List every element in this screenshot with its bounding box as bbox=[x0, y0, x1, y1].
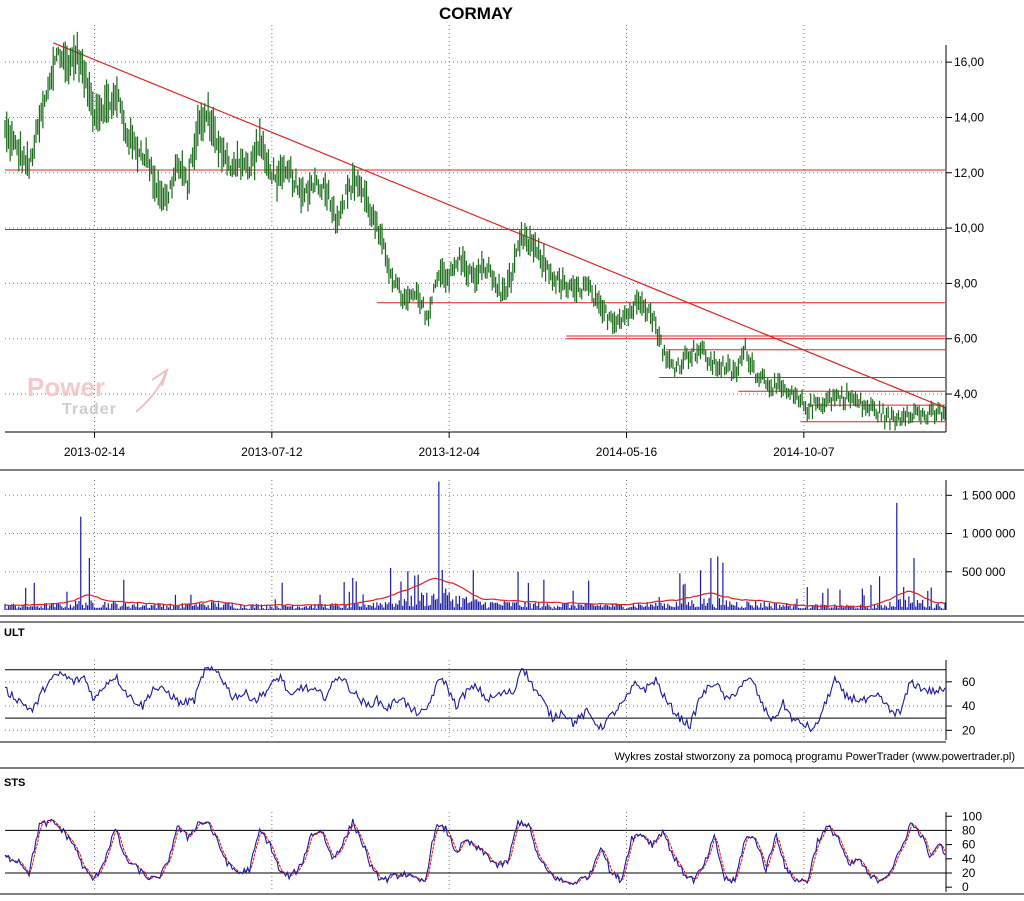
ult-pane-label: ULT bbox=[4, 627, 25, 639]
volume-average-line bbox=[4, 577, 946, 608]
price-y-tick-label: 4,00 bbox=[954, 387, 978, 401]
ult-line bbox=[4, 665, 946, 733]
chart-title: CORMAY bbox=[439, 4, 514, 23]
sts-y-tick-label: 80 bbox=[962, 823, 976, 837]
sts-y-tick-label: 40 bbox=[962, 852, 976, 866]
price-y-tick-label: 16,00 bbox=[954, 55, 984, 69]
sts-y-tick-label: 0 bbox=[962, 880, 969, 894]
sts-y-tick-label: 60 bbox=[962, 838, 976, 852]
price-pane: 2013-02-14 2013-07-12 2013-12-04 2014-05-16… bbox=[4, 25, 984, 892]
ult-y-tick-label: 60 bbox=[962, 675, 976, 689]
price-y-tick-label: 14,00 bbox=[954, 110, 984, 124]
price-y-tick-label: 6,00 bbox=[954, 332, 978, 346]
x-tick-label: 2013-02-14 bbox=[64, 445, 126, 459]
price-y-tick-label: 8,00 bbox=[954, 276, 978, 290]
price-y-tick-label: 12,00 bbox=[954, 166, 984, 180]
price-y-tick-label: 10,00 bbox=[954, 221, 984, 235]
watermark-line2: Trader bbox=[62, 401, 117, 418]
sts-pane-label: STS bbox=[4, 777, 25, 789]
ult-y-tick-label: 40 bbox=[962, 699, 976, 713]
x-tick-label: 2014-10-07 bbox=[773, 445, 835, 459]
x-tick-label: 2013-12-04 bbox=[418, 445, 480, 459]
volume-y-tick-label: 1 500 000 bbox=[962, 488, 1016, 502]
volume-y-tick-label: 500 000 bbox=[962, 565, 1006, 579]
sts-k-line bbox=[4, 818, 946, 886]
sts-y-tick-label: 100 bbox=[962, 809, 982, 823]
ult-y-tick-label: 20 bbox=[962, 723, 976, 737]
watermark-line1: Power bbox=[27, 372, 105, 402]
trend-line bbox=[52, 42, 946, 409]
sts-y-tick-label: 20 bbox=[962, 866, 976, 880]
chart-frame bbox=[0, 45, 1024, 895]
sts-signal-line bbox=[4, 819, 946, 885]
volume-y-tick-label: 1 000 000 bbox=[962, 527, 1016, 541]
ult-pane: ULT 60 40 20 bbox=[4, 627, 976, 737]
x-tick-label: 2014-05-16 bbox=[596, 445, 658, 459]
x-tick-label: 2013-07-12 bbox=[241, 445, 303, 459]
chart-credit: Wykres został stworzony za pomocą progra… bbox=[614, 751, 1015, 763]
volume-pane: 1 500 000 1 000 000 500 000 bbox=[4, 481, 1016, 610]
watermark-swoosh-icon bbox=[135, 367, 169, 413]
powertrader-watermark: Power Trader bbox=[27, 367, 169, 418]
